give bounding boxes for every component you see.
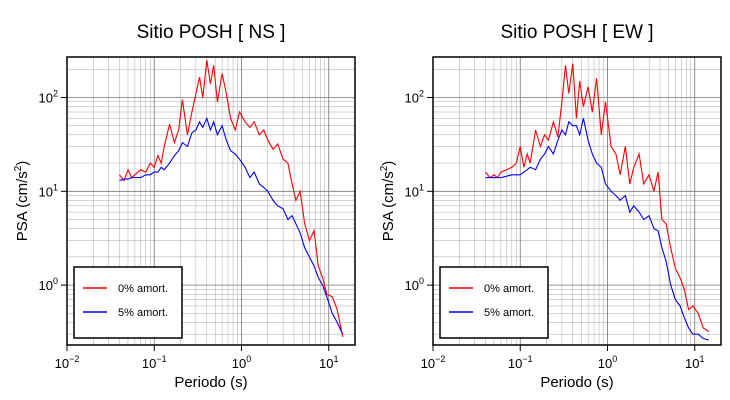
y-axis-label: PSA (cm/s2) (379, 161, 397, 242)
y-label-close: ) (14, 161, 31, 166)
tick-exponent: 0 (53, 276, 58, 286)
tick-base: 10 (405, 184, 419, 199)
x-axis-label: Periodo (s) (540, 374, 613, 391)
y-tick-label: 102 (405, 88, 424, 105)
tick-exponent: −2 (69, 354, 79, 364)
x-tick-label: 10−1 (142, 354, 167, 371)
y-label-close: ) (380, 161, 397, 166)
y-axis-label: PSA (cm/s2) (13, 161, 31, 242)
legend-box (73, 266, 183, 339)
tick-exponent: 0 (419, 276, 424, 286)
tick-base: 10 (405, 278, 419, 293)
tick-exponent: 1 (333, 354, 338, 364)
legend-box (439, 266, 549, 339)
tick-exponent: −1 (522, 354, 532, 364)
y-tick-label: 100 (39, 276, 58, 293)
tick-exponent: 0 (246, 354, 251, 364)
series-line (119, 60, 344, 338)
legend-label: 0% amort. (118, 283, 168, 295)
x-tick-label: 100 (232, 354, 251, 371)
tick-base: 10 (232, 356, 246, 371)
tick-exponent: 2 (53, 88, 58, 98)
y-tick-label: 101 (39, 182, 58, 199)
x-tick-label: 101 (319, 354, 338, 371)
panel: Sitio POSH [ NS ]10−2 10−1 100 101100101102… (13, 22, 356, 391)
y-label-sup: 2 (13, 165, 24, 171)
y-label-sup: 2 (379, 165, 390, 171)
tick-exponent: −2 (435, 354, 445, 364)
tick-exponent: −1 (156, 354, 166, 364)
plot-frame (66, 56, 356, 346)
y-tick-label: 101 (405, 182, 424, 199)
tick-base: 10 (685, 356, 699, 371)
tick-exponent: 2 (419, 88, 424, 98)
chart-title: Sitio POSH [ NS ] (137, 22, 286, 43)
tick-exponent: 0 (612, 354, 617, 364)
legend-label: 5% amort. (484, 307, 534, 319)
y-label-text: PSA (cm/s (14, 171, 31, 241)
plot-frame (432, 56, 722, 346)
y-tick-label: 100 (405, 276, 424, 293)
tick-base: 10 (319, 356, 333, 371)
x-tick-label: 100 (598, 354, 617, 371)
tick-base: 10 (55, 356, 69, 371)
y-tick-label: 102 (39, 88, 58, 105)
chart-title: Sitio POSH [ EW ] (500, 22, 653, 43)
x-tick-label: 101 (685, 354, 704, 371)
legend-label: 0% amort. (484, 283, 534, 295)
tick-base: 10 (142, 356, 156, 371)
tick-exponent: 1 (699, 354, 704, 364)
legend-label: 5% amort. (118, 307, 168, 319)
tick-base: 10 (39, 90, 53, 105)
series-line (485, 118, 709, 341)
x-axis-label: Periodo (s) (174, 374, 247, 391)
y-label-text: PSA (cm/s (380, 171, 397, 241)
x-tick-label: 10−2 (421, 354, 446, 371)
series-line (119, 116, 344, 335)
tick-base: 10 (421, 356, 435, 371)
tick-base: 10 (405, 90, 419, 105)
tick-base: 10 (508, 356, 522, 371)
tick-exponent: 1 (419, 182, 424, 192)
tick-base: 10 (598, 356, 612, 371)
x-tick-label: 10−1 (508, 354, 533, 371)
x-tick-label: 10−2 (55, 354, 80, 371)
panel: Sitio POSH [ EW ]10−2 10−1 100 101100101102… (379, 22, 722, 391)
series-line (485, 63, 710, 332)
tick-base: 10 (39, 278, 53, 293)
tick-base: 10 (39, 184, 53, 199)
tick-exponent: 1 (53, 182, 58, 192)
